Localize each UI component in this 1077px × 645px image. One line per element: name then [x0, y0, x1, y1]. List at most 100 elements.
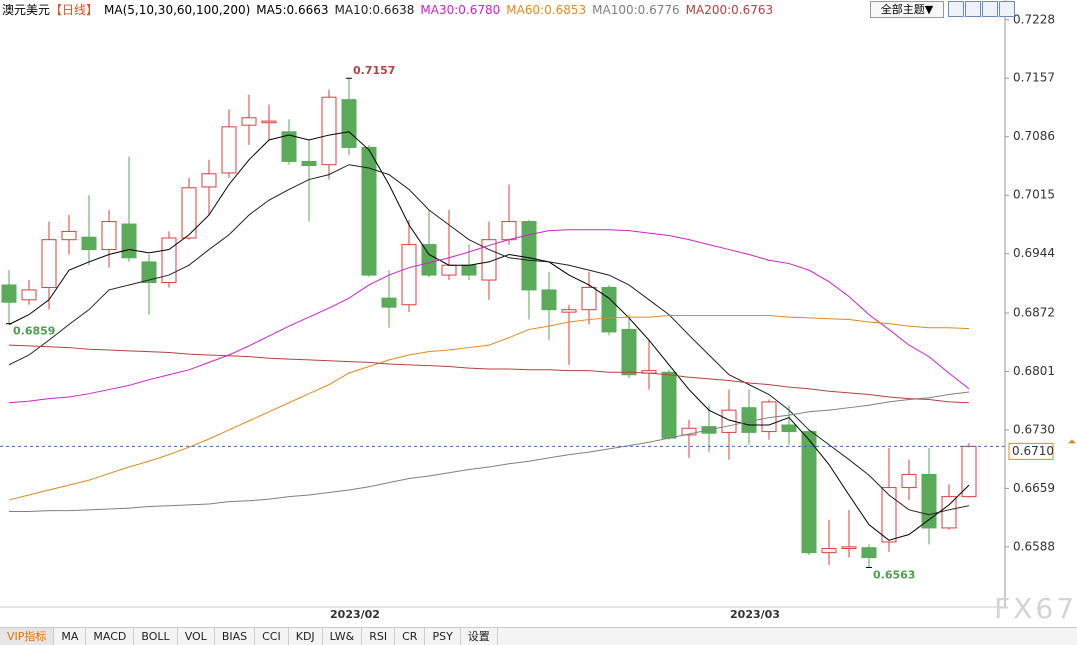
- candle-body: [661, 371, 677, 439]
- candle-body: [21, 289, 37, 301]
- indicator: MA(5,10,30,60,100,200): [104, 3, 251, 17]
- extreme-label: 0.6859: [13, 325, 55, 338]
- extreme-label: 0.7157: [353, 64, 395, 77]
- candle-body: [461, 264, 477, 276]
- candle-body: [501, 221, 517, 241]
- y-tick-label: 0.6801: [1013, 364, 1055, 378]
- candle-body: [141, 261, 157, 283]
- tab[interactable]: LW&: [323, 628, 363, 645]
- candle-body: [621, 328, 637, 376]
- y-tick-label: 0.6588: [1013, 539, 1055, 553]
- candle-body: [1, 284, 17, 303]
- y-tick-label: 0.7157: [1013, 71, 1055, 85]
- legend-entry: MA30:0.6780: [420, 3, 501, 17]
- tab[interactable]: CCI: [255, 628, 289, 645]
- y-tick-label: 0.7015: [1013, 188, 1055, 202]
- chart: FX678 0.7228 0.7157 0.7086 0.7015 0.6944 0.68…: [0, 0, 1077, 625]
- candle-body: [121, 223, 137, 259]
- ma-line: [8, 131, 970, 541]
- candle-body: [841, 546, 857, 550]
- tool-icon[interactable]: [982, 1, 998, 17]
- tab[interactable]: 设置: [461, 628, 498, 645]
- tab[interactable]: BIAS: [215, 628, 256, 645]
- tab[interactable]: RSI: [362, 628, 396, 645]
- candle-body: [941, 496, 957, 529]
- legend-entry: MA100:0.6776: [592, 3, 680, 17]
- candle-body: [61, 230, 77, 241]
- candle-body: [81, 236, 97, 251]
- candle-body: [101, 221, 117, 251]
- tab[interactable]: KDJ: [289, 628, 323, 645]
- tab[interactable]: MA: [54, 628, 87, 645]
- candle-body: [321, 96, 337, 166]
- candle-body: [521, 221, 537, 291]
- tab[interactable]: MACD: [86, 628, 135, 645]
- ma-line: [9, 391, 970, 512]
- candle-body: [921, 473, 937, 529]
- candle-body: [361, 146, 377, 276]
- tool-icon[interactable]: [948, 1, 964, 17]
- ma-line: [8, 164, 970, 516]
- candle-body: [301, 160, 317, 167]
- subtitle: 【日线】: [50, 3, 99, 17]
- candle-body: [601, 286, 617, 333]
- legend-entry: MA10:0.6638: [334, 3, 415, 17]
- y-tick-label: 0.7086: [1013, 129, 1055, 143]
- x-tick-label: 2023/02: [330, 608, 380, 621]
- candle-body: [801, 431, 817, 554]
- candle-body: [401, 244, 417, 306]
- last-price-label: 0.6710: [1012, 444, 1054, 458]
- legend-entry: MA5:0.6663: [256, 3, 329, 17]
- tab[interactable]: PSY: [425, 628, 461, 645]
- y-tick-label: 0.6659: [1013, 481, 1055, 495]
- tab[interactable]: BOLL: [134, 628, 178, 645]
- theme-button[interactable]: 全部主题▼: [870, 1, 944, 18]
- candle-body: [681, 427, 697, 436]
- tool-icon[interactable]: [999, 1, 1015, 17]
- ma-line: [8, 314, 970, 501]
- candle-body: [901, 473, 917, 489]
- candle-body: [581, 286, 597, 311]
- tool-icon[interactable]: [965, 1, 981, 17]
- candle-body: [541, 289, 557, 311]
- watermark: FX678: [994, 592, 1077, 625]
- extreme-label: 0.6563: [873, 568, 915, 581]
- candle-body: [221, 126, 237, 174]
- tab[interactable]: VIP指标: [0, 628, 55, 645]
- ma-line: [8, 344, 970, 404]
- candle-body: [381, 297, 397, 308]
- candle-body: [241, 117, 257, 126]
- candle-body: [161, 237, 177, 283]
- y-tick-label: 0.7228: [1013, 12, 1055, 26]
- tab[interactable]: VOL: [178, 628, 215, 645]
- title: 澳元美元: [2, 3, 51, 17]
- candle-body: [741, 407, 757, 433]
- candle-body: [41, 239, 57, 288]
- candle-body: [861, 547, 877, 559]
- candle-body: [201, 173, 217, 188]
- y-tick-label: 0.6944: [1013, 246, 1055, 260]
- candle-body: [781, 424, 797, 433]
- ma-line: [8, 229, 970, 404]
- header: 澳元美元 【日线】 MA(5,10,30,60,100,200) MA5:0.6…: [2, 2, 773, 18]
- candle-body: [961, 445, 977, 498]
- candle-body: [821, 548, 837, 554]
- last-price-marker: [1068, 439, 1076, 444]
- indicator-tabs: VIP指标 MA MACD BOLL VOL BIAS CCI KDJ LW& RSI CR PSY 设…: [0, 627, 1077, 645]
- tab[interactable]: CR: [395, 628, 426, 645]
- candle-body: [261, 120, 277, 124]
- candle-body: [281, 131, 297, 162]
- x-tick-label: 2023/03: [730, 608, 780, 621]
- y-tick-label: 0.6730: [1013, 422, 1055, 436]
- candle-body: [561, 309, 577, 313]
- legend-entry: MA60:0.6853: [506, 3, 587, 17]
- legend-entry: MA200:0.6763: [685, 3, 774, 17]
- candle-body: [181, 187, 197, 239]
- candle-body: [441, 264, 457, 276]
- candle-body: [341, 99, 357, 148]
- last-price-box: [1008, 442, 1054, 460]
- y-tick-label: 0.6872: [1013, 305, 1055, 319]
- candle-body: [421, 244, 437, 276]
- candle-body: [481, 239, 497, 281]
